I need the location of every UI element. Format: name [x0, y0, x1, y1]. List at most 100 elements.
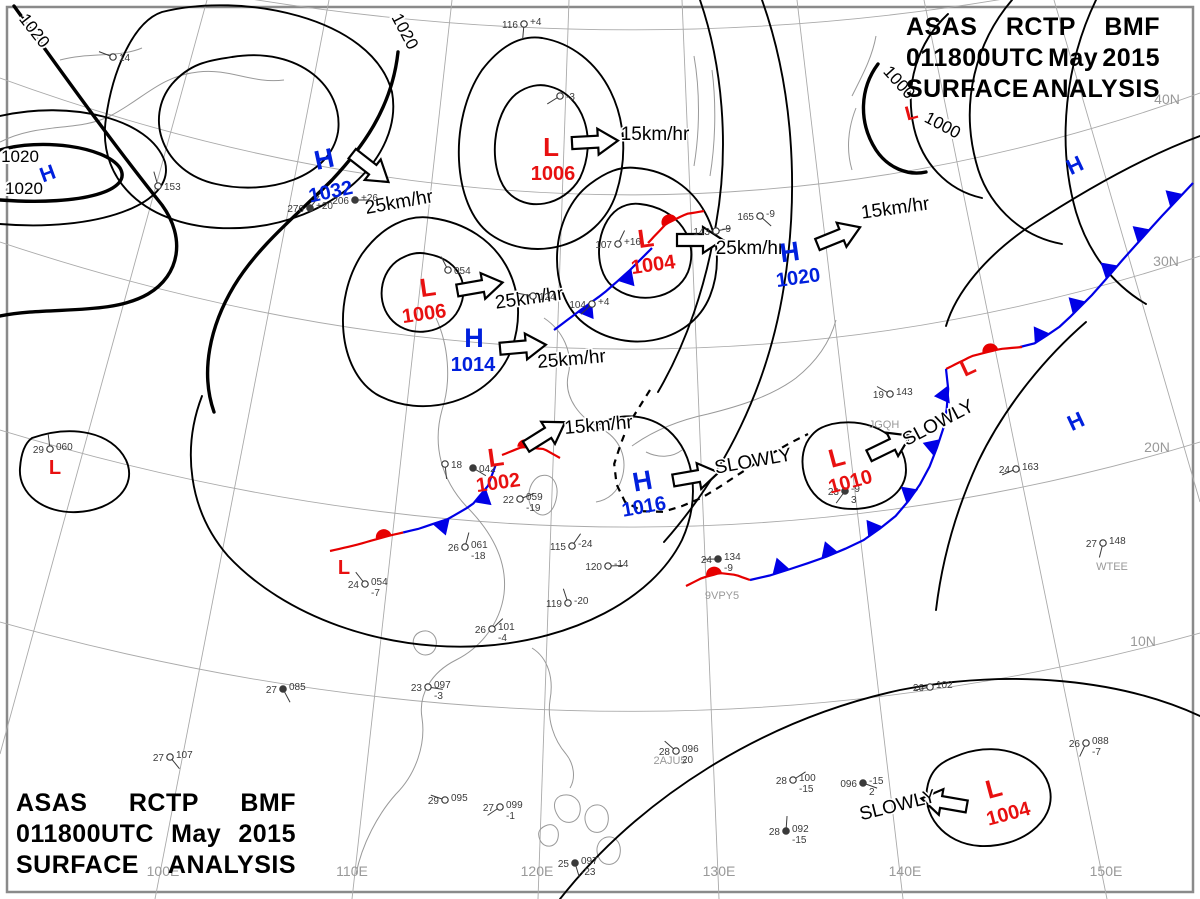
station-circle-icon: [859, 779, 867, 787]
station-circle-icon: [714, 555, 722, 563]
isobar: [909, 13, 983, 199]
station-circle-icon: [1082, 739, 1090, 747]
ship-callsign-label: 9VPY5: [705, 590, 739, 602]
station-value: -15: [799, 784, 814, 795]
parallel-30n: [0, 241, 1200, 350]
coast-taiwan: [528, 474, 558, 516]
cold-front-triangle: [1165, 190, 1183, 208]
pressure-center-letter: L: [982, 772, 1005, 805]
station-circle-icon: [166, 753, 174, 761]
trough-line: [613, 389, 809, 513]
meridian-120e: [537, 0, 570, 899]
isobar-1020-bold-west-loop: [0, 142, 124, 203]
coast-korea: [543, 317, 625, 503]
station-value: 26: [1069, 739, 1081, 750]
isobar-h1032-outer: [103, 4, 395, 230]
station-plot: 27 107: [153, 750, 193, 769]
movement-arrow-icon: [347, 147, 391, 184]
movement-arrow-icon: [864, 431, 913, 463]
station-value: -23: [581, 867, 596, 878]
station-circle-icon: [109, 53, 117, 61]
station-value: 27: [483, 803, 495, 814]
grid-label: 20N: [1144, 439, 1170, 455]
cold-front-triangle: [821, 541, 839, 559]
grid-label: 130E: [703, 863, 736, 879]
pressure-center-letter: L: [903, 101, 920, 125]
high-center: H: [37, 160, 59, 187]
isobar: [1064, 0, 1147, 305]
station-value: 092: [792, 824, 809, 835]
station-value: 096: [682, 744, 699, 755]
station-plot: 096 -152: [840, 776, 884, 798]
station-circle-icon: [469, 464, 477, 472]
station-plot: 24 163: [999, 462, 1039, 476]
station-value: 099: [506, 800, 523, 811]
station-value: 119: [546, 599, 562, 610]
station-value: 206: [332, 196, 349, 207]
station-circle-icon: [441, 796, 449, 804]
station-circle-icon: [614, 240, 622, 248]
station-circle-icon: [782, 827, 790, 835]
title-block-bottom-left: ASAS RCTP BMF 011800UTC May 2015 SURFACE ANAL…: [16, 788, 296, 881]
pressure-center-letter: L: [636, 222, 656, 254]
station-plot: 14: [98, 51, 131, 64]
station-value: 054: [371, 577, 388, 588]
station-plot: 18: [441, 460, 463, 479]
station-value: 097: [581, 856, 598, 867]
station-value: 042: [479, 464, 496, 475]
pressure-center-letter: L: [486, 441, 506, 473]
title-line-1: ASAS RCTP BMF: [906, 13, 1160, 41]
station-plot: 124: [518, 292, 556, 303]
station-value: 100: [799, 773, 816, 784]
parallel-40n: [0, 77, 1200, 196]
station-value: 107: [595, 240, 612, 251]
station-circle-icon: [886, 390, 894, 398]
trough-dashed-line: [613, 389, 809, 513]
pressure-center-value: 1004: [630, 251, 678, 279]
meridian-140e: [796, 0, 904, 899]
station-plot: -3: [547, 92, 575, 105]
station-circle-icon: [496, 803, 504, 811]
station-plot: 206 +26: [332, 193, 378, 207]
station-circle-icon: [520, 20, 528, 28]
station-plot: 29 095: [428, 793, 468, 807]
station-plot: 28 092-15: [769, 816, 809, 846]
station-value: 23: [411, 683, 423, 694]
movement-speed-label: SLOWLY: [713, 444, 794, 478]
movement-speed-label: 25km/hr: [716, 238, 785, 259]
isobar: [935, 321, 1087, 611]
isobar-value-label: 1000: [921, 108, 963, 143]
station-value: +16: [624, 237, 641, 248]
warm-front-l1004: [647, 209, 705, 244]
cold-front-triangle: [1068, 297, 1086, 315]
grid-label: 10N: [1130, 633, 1156, 649]
movement-arrow-icon: [570, 126, 620, 157]
parallel-20n: [0, 429, 1200, 528]
title-line-3: SURFACE ANALYSIS: [906, 75, 1160, 103]
cold-front-triangle: [474, 488, 492, 506]
station-value: 061: [471, 540, 488, 551]
grid-label: 100E: [147, 863, 180, 879]
movement-arrow-icon: [670, 461, 721, 491]
station-circle-icon: [46, 445, 54, 453]
station-plot: 23 -93: [828, 484, 860, 506]
station-circle-icon: [529, 292, 537, 300]
station-value: 124: [539, 292, 556, 303]
warm-front-semicircle: [982, 343, 999, 354]
station-value: +26: [361, 193, 378, 204]
warm-front-semicircle: [706, 566, 722, 577]
station-circle-icon: [841, 487, 849, 495]
movement-arrow-icon: [454, 271, 505, 301]
pressure-center-letter: L: [418, 271, 438, 303]
station-value: -20: [574, 596, 589, 607]
station-value: -1: [506, 811, 515, 822]
station-value: 102: [936, 680, 953, 691]
station-plot: 26 088-7: [1069, 736, 1109, 758]
warm-front-line: [329, 531, 404, 553]
warm-front-semicircle: [661, 214, 677, 226]
title-line-1: ASAS RCTP BMF: [16, 789, 296, 817]
station-value: +4: [598, 297, 610, 308]
station-circle-icon: [441, 460, 449, 468]
